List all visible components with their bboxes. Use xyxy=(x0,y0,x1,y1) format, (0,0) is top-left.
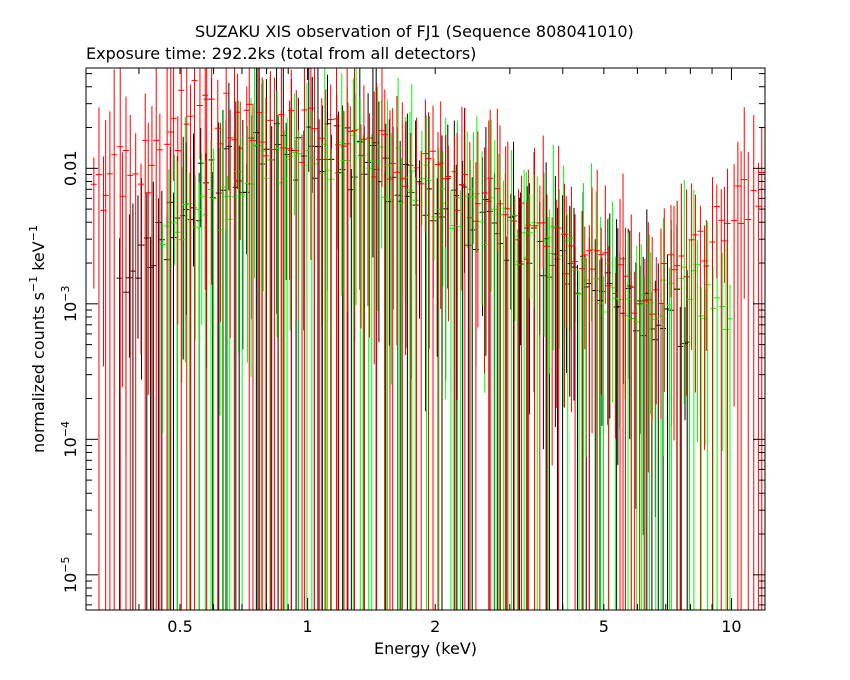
y-tick-label: 0.01 xyxy=(61,151,80,187)
y-axis-label-sup2: −1 xyxy=(27,225,40,241)
series-1 xyxy=(90,68,765,610)
y-axis-label-mid: keV xyxy=(29,241,48,276)
series-0 xyxy=(116,68,691,610)
chart-subtitle: Exposure time: 292.2ks (total from all d… xyxy=(86,44,477,63)
x-tick-label: 5 xyxy=(599,617,609,636)
x-tick-label: 10 xyxy=(721,617,741,636)
y-tick-label: 10−4 xyxy=(59,421,80,458)
axes: 0.5 1 2 5 10 10−5 10−4 10−3 0.01 xyxy=(59,68,765,636)
x-tick-label: 0.5 xyxy=(167,617,192,636)
plot-frame xyxy=(85,67,766,611)
x-tick-label: 2 xyxy=(430,617,440,636)
x-tick-label: 1 xyxy=(303,617,313,636)
y-tick-label: 10−3 xyxy=(59,286,80,323)
chart-title: SUZAKU XIS observation of FJ1 (Sequence … xyxy=(195,22,634,41)
y-axis-label-sup1: −1 xyxy=(27,276,40,292)
data-marks xyxy=(90,68,765,610)
x-axis-label: Energy (keV) xyxy=(374,639,477,658)
y-tick-label: 10−5 xyxy=(59,557,80,594)
y-axis-label: normalized counts s−1 keV−1 xyxy=(27,225,48,453)
y-axis-label-main: normalized counts s xyxy=(29,292,48,453)
